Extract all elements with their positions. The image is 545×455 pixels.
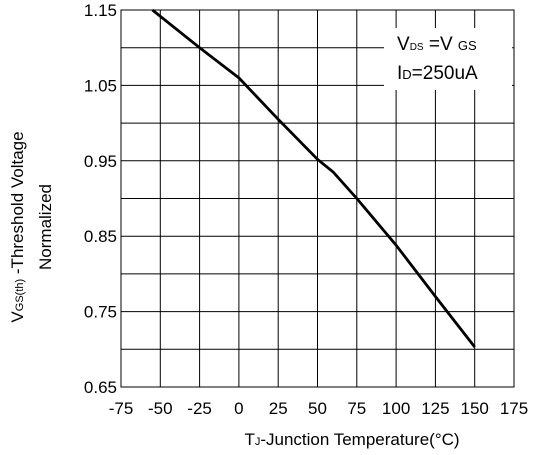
y-title-gsth-sub: GS(th) [14, 279, 26, 311]
x-tick-label: 100 [382, 399, 410, 418]
x-tick-label: 175 [500, 399, 528, 418]
y-tick-label: 0.75 [84, 303, 117, 322]
y-tick-label: 1.05 [84, 76, 117, 95]
y-axis-title-line2: Normalized [36, 184, 55, 270]
x-tick-label: -25 [187, 399, 212, 418]
legend-box: VDS =V GS ID=250uA [384, 28, 512, 90]
legend-gs-sub: GS [458, 38, 477, 53]
x-title-rest: -Junction Temperature(°C) [260, 430, 459, 449]
y-tick-label: 0.95 [84, 152, 117, 171]
series-line-threshold-voltage [151, 8, 476, 348]
legend-ds-sub: DS [410, 42, 424, 53]
y-tick-label: 0.85 [84, 227, 117, 246]
x-tick-label: 125 [421, 399, 449, 418]
legend-background [384, 28, 512, 90]
x-tick-label: -50 [148, 399, 173, 418]
y-tick-label: 0.65 [84, 378, 117, 397]
x-axis-title: TJ-Junction Temperature(°C) [244, 430, 459, 449]
y-tick-label: 1.15 [84, 1, 117, 20]
y-axis-title-line1: VGS(th) -Threshold Voltage [8, 131, 27, 322]
legend-d-sub: D [402, 67, 411, 82]
legend-eq-v: =V [424, 34, 458, 55]
tick-labels: -75 -50 -25 0 25 50 75 100 125 150 175 0.65 0.75 0.85… [84, 1, 528, 418]
x-tick-label: -75 [109, 399, 134, 418]
legend-i: I [397, 63, 402, 84]
x-tick-label: 75 [347, 399, 366, 418]
x-tick-label: 0 [234, 399, 243, 418]
plot-area-border [120, 9, 515, 388]
legend-line-id: ID=250uA [397, 63, 478, 84]
x-tick-label: 50 [308, 399, 327, 418]
x-tick-label: 150 [461, 399, 489, 418]
x-title-t: T [244, 430, 254, 449]
legend-line-vds-vgs: VDS =V GS [397, 34, 477, 55]
x-title-j-sub: J [255, 436, 261, 448]
y-title-rest: -Threshold Voltage [8, 131, 27, 278]
x-tick-label: 25 [269, 399, 288, 418]
legend-current: =250uA [412, 63, 478, 84]
legend-v1: V [397, 34, 410, 55]
y-title-v: V [8, 311, 27, 323]
